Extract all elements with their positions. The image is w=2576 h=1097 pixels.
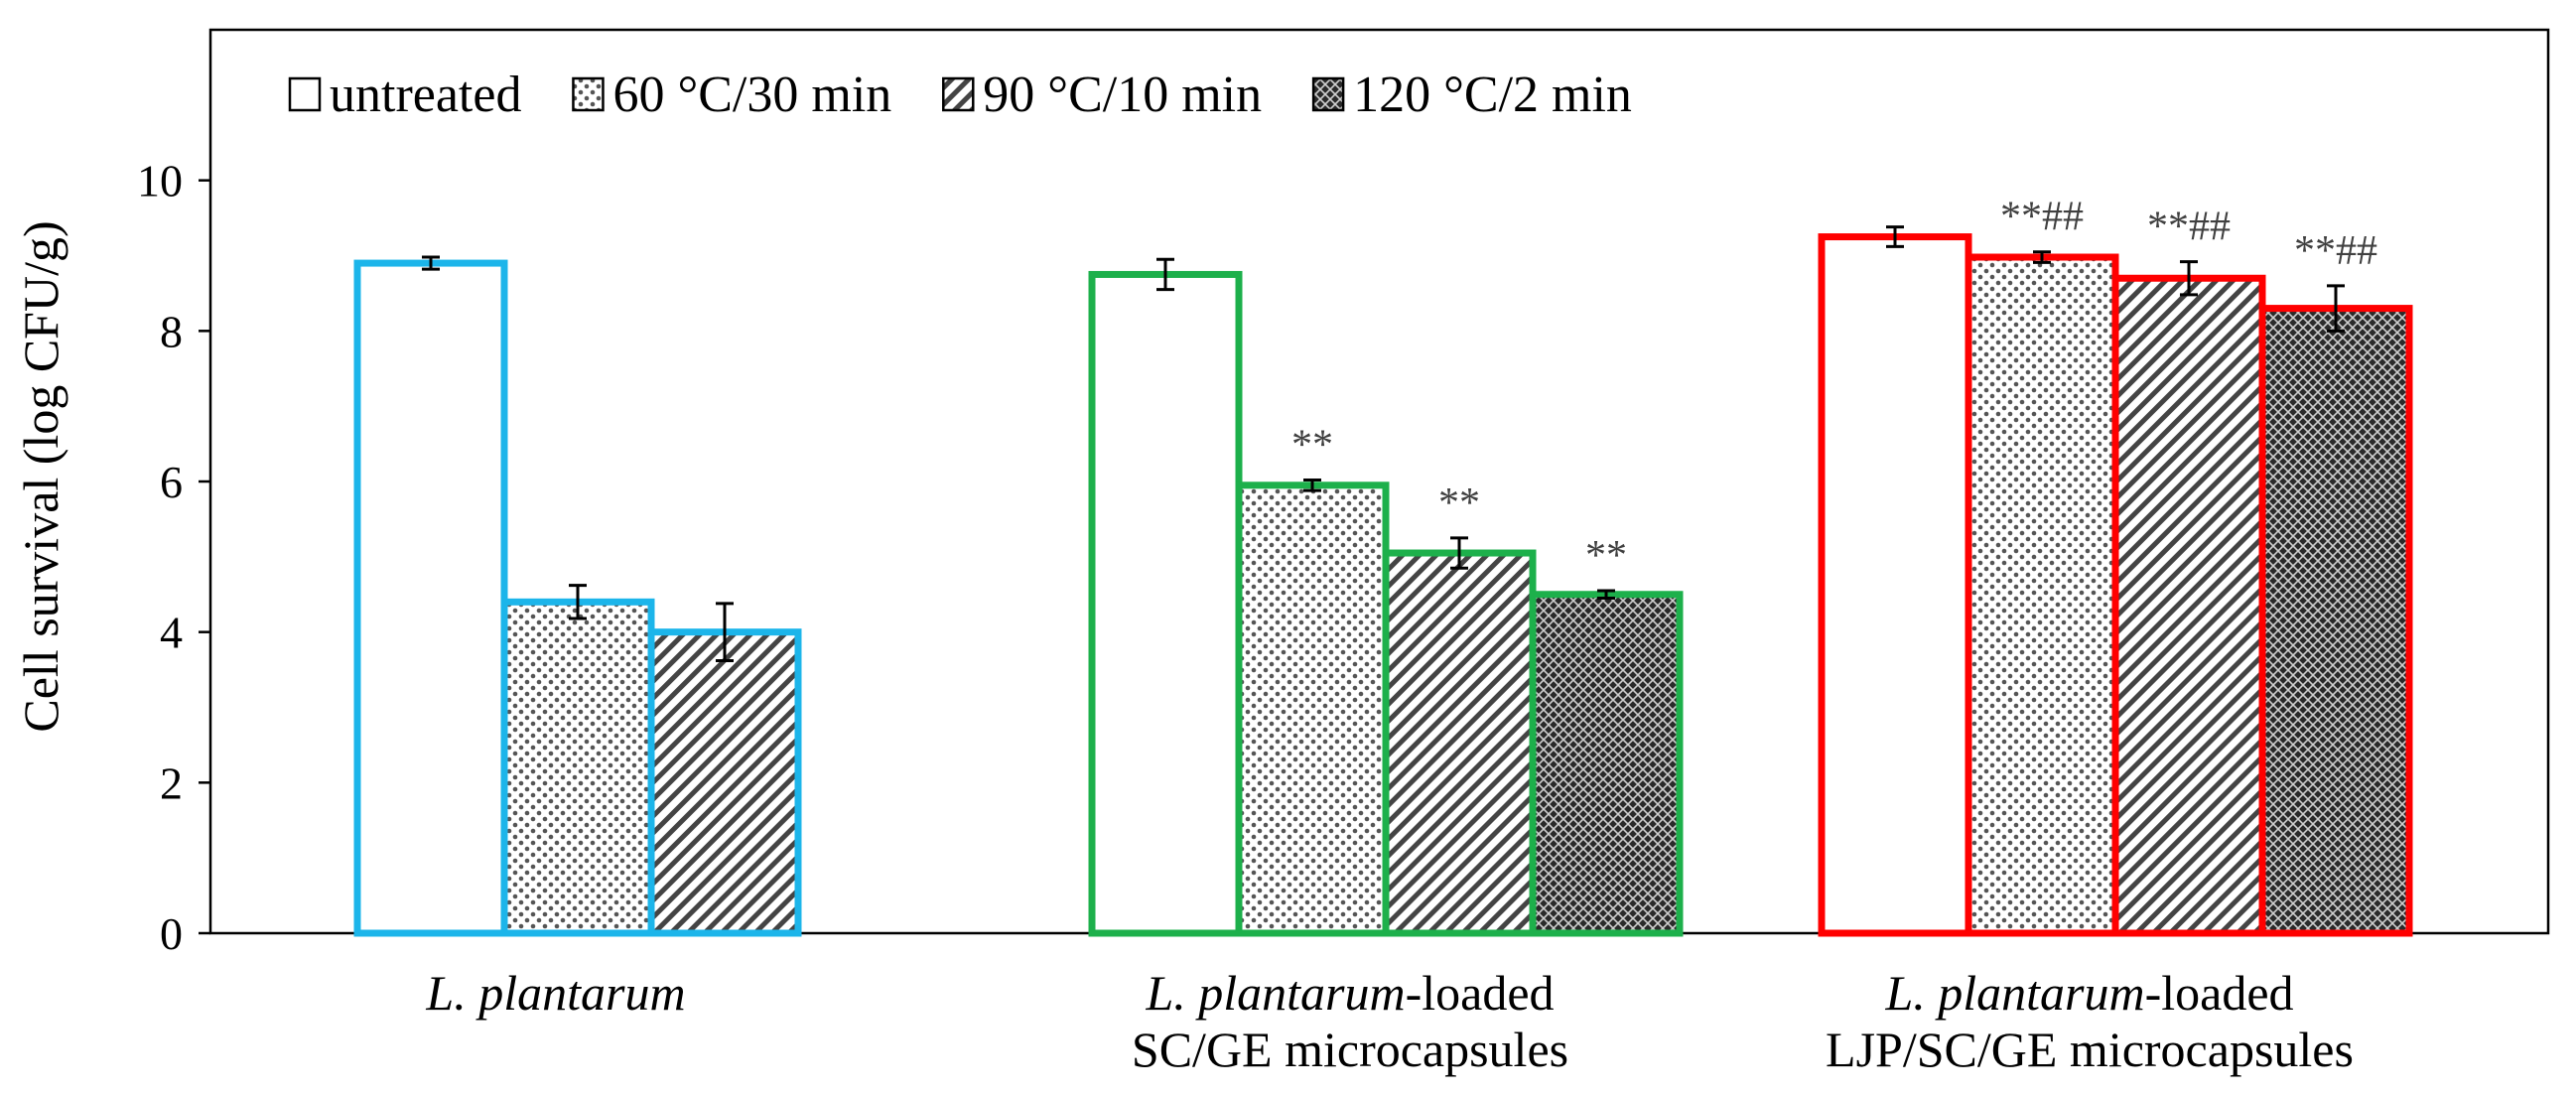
bar	[647, 628, 802, 937]
error-bars	[422, 225, 2345, 662]
legend-swatch-none	[288, 76, 322, 112]
bar	[1382, 549, 1537, 937]
bar	[1529, 591, 1684, 937]
category-label-italic: L. plantarum	[1145, 965, 1405, 1021]
y-tick-label: 2	[160, 757, 183, 808]
y-axis: 0 2 4 6 8 10	[137, 156, 210, 959]
legend-label: untreated	[330, 67, 521, 123]
category-label-text: LJP/SC/GE microcapsules	[1826, 1022, 2354, 1077]
category-label: SC/GE microcapsules	[1132, 1022, 1568, 1077]
legend: untreated 60 °C/30 min 90 °C/10 min 120 °C/…	[288, 67, 1632, 123]
bar	[1818, 233, 1972, 937]
y-tick-label: 8	[160, 306, 183, 356]
bar	[1088, 270, 1243, 937]
significance-label: **	[1438, 480, 1480, 526]
y-tick-label: 0	[160, 908, 183, 959]
bar	[1965, 253, 2119, 937]
annotations: ** ** ** **## **## **##	[1291, 195, 2377, 579]
significance-label: **##	[2000, 195, 2084, 240]
category-label: L. plantarum-loaded	[1884, 965, 2293, 1021]
significance-label: **	[1585, 533, 1627, 579]
category-label-italic: L. plantarum	[425, 965, 685, 1021]
significance-label: **##	[2147, 205, 2231, 250]
legend-label: 120 °C/2 min	[1353, 67, 1632, 123]
category-label-text: -loaded	[1406, 965, 1555, 1021]
category-label: LJP/SC/GE microcapsules	[1826, 1022, 2354, 1077]
category-label-text: -loaded	[2145, 965, 2294, 1021]
y-tick-label: 6	[160, 457, 183, 507]
bar	[1235, 481, 1390, 937]
category-label: L. plantarum	[425, 965, 685, 1021]
bar	[2111, 274, 2266, 937]
category-label-italic: L. plantarum	[1884, 965, 2144, 1021]
significance-label: **##	[2294, 228, 2377, 274]
y-tick-label: 10	[137, 156, 183, 206]
legend-swatch-cross	[1311, 76, 1345, 112]
bar	[500, 598, 655, 937]
category-label-text: SC/GE microcapsules	[1132, 1022, 1568, 1077]
bar	[2258, 305, 2413, 937]
bars	[353, 233, 2413, 937]
category-label: L. plantarum-loaded	[1145, 965, 1554, 1021]
y-axis-title: Cell survival (log CFU/g)	[13, 220, 68, 732]
bar	[353, 259, 508, 937]
y-tick-label: 4	[160, 608, 183, 658]
legend-label: 90 °C/10 min	[983, 67, 1262, 123]
legend-swatch-diag	[942, 76, 975, 112]
legend-swatch-dots	[572, 76, 605, 112]
significance-label: **	[1291, 422, 1333, 468]
legend-label: 60 °C/30 min	[612, 67, 891, 123]
